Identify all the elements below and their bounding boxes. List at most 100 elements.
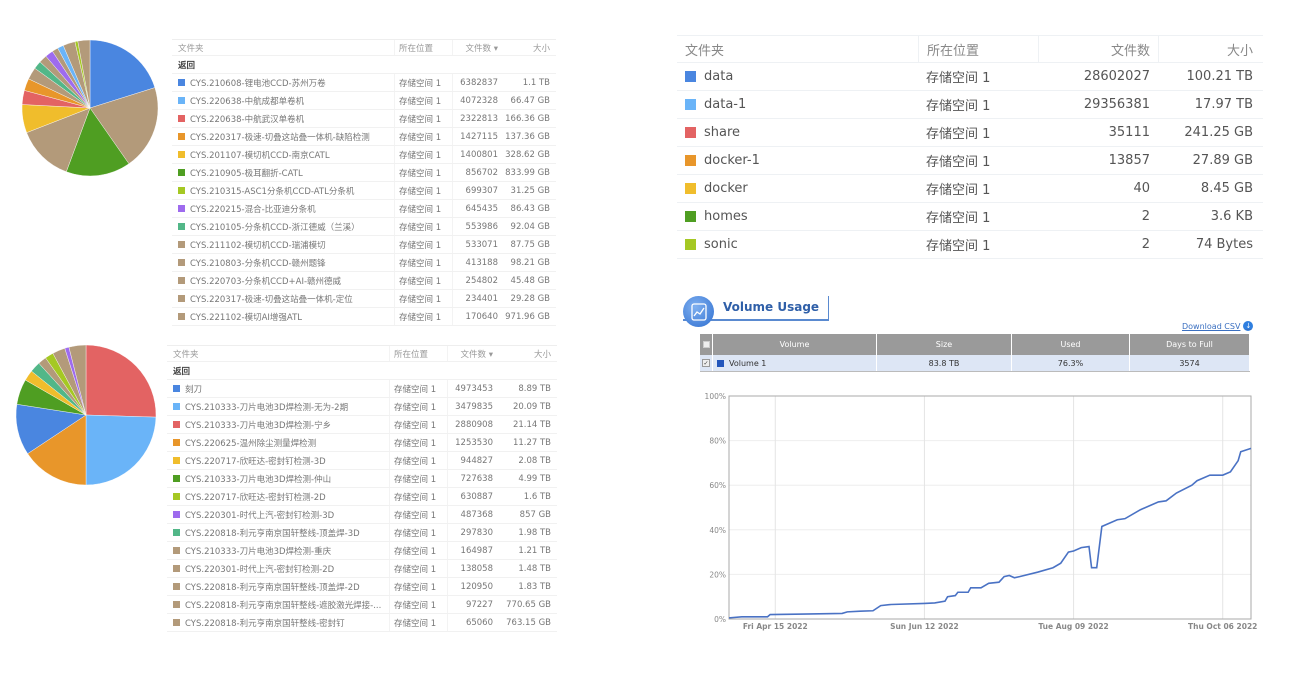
folder-name[interactable]: CYS.210333-刀片电池3D焊检测-无为-2期 [185,402,349,413]
folder-name[interactable]: CYS.220317-极速-切叠这站叠一体机-缺陷检测 [190,132,370,143]
folder-name[interactable]: 刻刀 [185,384,203,395]
folder-name[interactable]: CYS.220818-利元亨南京国轩整线-顶盖焊-2D [185,582,360,593]
pie-slice[interactable] [89,87,159,165]
table-row[interactable]: CYS.220818-利元亨南京国轩整线-密封钉 存储空间 1 65060 763.1… [167,614,557,632]
back-row[interactable]: 返回 [172,56,556,74]
folder-name[interactable]: CYS.211102-模切机CCD-瑞浦模切 [190,240,326,251]
col-used[interactable]: Used [1012,334,1130,355]
folder-name[interactable]: data [704,69,734,84]
table-row[interactable]: data 存储空间 1 28602027 100.21 TB [677,63,1263,91]
col-location[interactable]: 所在位置 [918,36,1038,62]
table-row[interactable]: share 存储空间 1 35111 241.25 GB [677,119,1263,147]
table-row[interactable]: 刻刀 存储空间 1 4973453 8.89 TB [167,380,557,398]
table-row[interactable]: docker-1 存储空间 1 13857 27.89 GB [677,147,1263,175]
table-row[interactable]: CYS.220638-中航武汉单卷机 存储空间 1 2322813 166.36 GB [172,110,556,128]
table-row[interactable]: CYS.210905-极耳翻折-CATL 存储空间 1 856702 833.99 G… [172,164,556,182]
pie-slice[interactable] [68,344,87,416]
pie-slice[interactable] [85,414,157,486]
back-link[interactable]: 返回 [173,366,191,377]
folder-name[interactable]: CYS.210608-锂电池CCD-苏州万卷 [190,78,326,89]
folder-name[interactable]: CYS.220301-时代上汽-密封钉检测-2D [185,564,335,575]
back-row[interactable]: 返回 [167,362,557,380]
folder-name[interactable]: CYS.210333-刀片电池3D焊检测-重庆 [185,546,332,557]
col-days-to-full[interactable]: Days to Full [1130,334,1250,355]
folder-name[interactable]: docker [704,181,748,196]
pie-slice[interactable] [27,414,87,486]
table-row[interactable]: CYS.220638-中航成都单卷机 存储空间 1 4072328 66.47 GB [172,92,556,110]
table-row[interactable]: CYS.220818-利元亨南京国轩整线-顶盖焊-2D 存储空间 1 120950 1… [167,578,557,596]
table-row[interactable]: homes 存储空间 1 2 3.6 KB [677,203,1263,231]
table-row[interactable]: CYS.210333-刀片电池3D焊检测-无为-2期 存储空间 1 3479835 2… [167,398,557,416]
table-row[interactable]: CYS.220703-分条机CCD+AI-赣州德威 存储空间 1 254802 45.… [172,272,556,290]
folder-name[interactable]: CYS.220638-中航成都单卷机 [190,96,305,107]
table-row[interactable]: CYS.201107-模切机CCD-南京CATL 存储空间 1 1400801 328… [172,146,556,164]
folder-name[interactable]: CYS.210315-ASC1分条机CCD-ATL分条机 [190,186,355,197]
folder-name[interactable]: CYS.210333-刀片电池3D焊检测-宁乡 [185,420,332,431]
col-size[interactable]: 大小 [532,43,550,54]
folder-name[interactable]: docker-1 [704,153,760,168]
table-row[interactable]: CYS.220301-时代上汽-密封钉检测-3D 存储空间 1 487368 857 … [167,506,557,524]
folder-name[interactable]: CYS.220818-利元亨南京国轩整线-顶盖焊-3D [185,528,360,539]
table-row[interactable]: data-1 存储空间 1 29356381 17.97 TB [677,91,1263,119]
select-all-checkbox[interactable] [700,334,713,355]
folder-name[interactable]: CYS.210333-刀片电池3D焊检测-仲山 [185,474,332,485]
table-row[interactable]: CYS.210803-分条机CCD-赣州题锋 存储空间 1 413188 98.21 … [172,254,556,272]
table-row[interactable]: CYS.221102-模切AI增强ATL 存储空间 1 170640 971.96 G… [172,308,556,326]
folder-name[interactable]: CYS.210105-分条机CCD-浙江德威（兰溪） [190,222,360,233]
col-folder[interactable]: 文件夹 [173,349,199,360]
folder-name[interactable]: CYS.220818-利元亨南京国轩整线-密封钉 [185,618,345,629]
table-row[interactable]: CYS.210333-刀片电池3D焊检测-宁乡 存储空间 1 2880908 21.1… [167,416,557,434]
col-folder[interactable]: 文件夹 [178,43,204,54]
table-row[interactable]: CYS.210333-刀片电池3D焊检测-仲山 存储空间 1 727638 4.99 … [167,470,557,488]
col-location[interactable]: 所在位置 [389,346,447,361]
table-row[interactable]: CYS.220317-极速-切叠这站叠一体机-缺陷检测 存储空间 1 1427115… [172,128,556,146]
folder-name[interactable]: CYS.220215-混合-比亚迪分条机 [190,204,316,215]
folder-name[interactable]: CYS.220317-极速-切叠这站叠一体机-定位 [190,294,353,305]
col-size[interactable]: 大小 [533,349,551,360]
col-folder[interactable]: 文件夹 [685,43,725,59]
folder-name[interactable]: CYS.220818-利元亨南京国轩整线-遮胶激光焊接-... [185,600,382,611]
folder-name[interactable]: homes [704,209,748,224]
col-file-count[interactable]: 文件数 ▾ [452,40,502,55]
table-row[interactable]: sonic 存储空间 1 2 74 Bytes [677,231,1263,259]
folder-name[interactable]: data-1 [704,97,747,112]
folder-name[interactable]: CYS.221102-模切AI增强ATL [190,312,302,323]
folder-name[interactable]: CYS.210803-分条机CCD-赣州题锋 [190,258,326,269]
col-size[interactable]: 大小 [1158,36,1263,62]
pie-slice[interactable] [77,39,91,109]
table-row[interactable]: docker 存储空间 1 40 8.45 GB [677,175,1263,203]
folder-name[interactable]: CYS.220301-时代上汽-密封钉检测-3D [185,510,335,521]
folder-name[interactable]: CYS.220703-分条机CCD+AI-赣州德威 [190,276,342,287]
pie-slice[interactable] [26,107,91,172]
col-location[interactable]: 所在位置 [394,40,452,55]
table-row[interactable]: CYS.220818-利元亨南京国轩整线-遮胶激光焊接-... 存储空间 1 972… [167,596,557,614]
table-row[interactable]: CYS.220301-时代上汽-密封钉检测-2D 存储空间 1 138058 1.48… [167,560,557,578]
folder-name[interactable]: CYS.220625-温州除尘测量焊检测 [185,438,317,449]
table-row[interactable]: CYS.210315-ASC1分条机CCD-ATL分条机 存储空间 1 699307… [172,182,556,200]
folder-name[interactable]: sonic [704,237,738,252]
pie-slice[interactable] [66,107,130,177]
table-row[interactable]: CYS.220215-混合-比亚迪分条机 存储空间 1 645435 86.43 GB [172,200,556,218]
table-row[interactable]: CYS.210333-刀片电池3D焊检测-重庆 存储空间 1 164987 1.21 … [167,542,557,560]
col-size[interactable]: Size [877,334,1012,355]
table-row[interactable]: CYS.220625-温州除尘测量焊检测 存储空间 1 1253530 11.27 T… [167,434,557,452]
pie-slice[interactable] [85,344,157,418]
col-file-count[interactable]: 文件数 ▾ [447,346,497,361]
table-row[interactable]: CYS.210105-分条机CCD-浙江德威（兰溪） 存储空间 1 553986 92… [172,218,556,236]
col-volume[interactable]: Volume [713,334,877,355]
download-csv-link[interactable]: Download CSV ↓ [1182,321,1254,331]
folder-name[interactable]: CYS.220717-欣旺达-密封钉检测-3D [185,456,326,467]
table-row[interactable]: CYS.220818-利元亨南京国轩整线-顶盖焊-3D 存储空间 1 297830 1… [167,524,557,542]
volume-checkbox[interactable]: ✓ [700,355,713,371]
folder-name[interactable]: CYS.210905-极耳翻折-CATL [190,168,303,179]
folder-name[interactable]: CYS.220717-欣旺达-密封钉检测-2D [185,492,326,503]
table-row[interactable]: CYS.210608-锂电池CCD-苏州万卷 存储空间 1 6382837 1.1 T… [172,74,556,92]
table-row[interactable]: CYS.211102-模切机CCD-瑞浦模切 存储空间 1 533071 87.75 … [172,236,556,254]
folder-name[interactable]: CYS.220638-中航武汉单卷机 [190,114,305,125]
table-row[interactable]: CYS.220717-欣旺达-密封钉检测-3D 存储空间 1 944827 2.08 … [167,452,557,470]
back-link[interactable]: 返回 [178,60,196,71]
folder-name[interactable]: CYS.201107-模切机CCD-南京CATL [190,150,330,161]
table-row[interactable]: CYS.220317-极速-切叠这站叠一体机-定位 存储空间 1 234401 29.… [172,290,556,308]
volume-row[interactable]: ✓ Volume 1 83.8 TB 76.3% 3574 [700,355,1250,372]
pie-slice[interactable] [89,39,156,109]
